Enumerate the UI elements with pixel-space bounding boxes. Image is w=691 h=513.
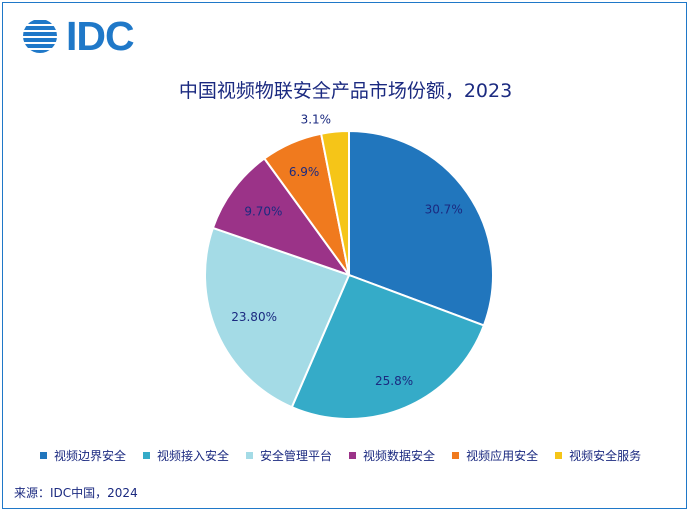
legend-item-platform: 安全管理平台: [246, 447, 332, 464]
pie-slice-edge: [348, 129, 494, 327]
pie-slice-access: [290, 273, 486, 420]
legend-swatch: [555, 452, 563, 459]
legend-swatch: [40, 452, 47, 459]
legend-item-access: 视频接入安全: [143, 447, 229, 464]
legend-label: 安全管理平台: [260, 449, 333, 463]
data-label-data: 9.70%: [244, 205, 282, 219]
data-label-edge: 30.7%: [425, 202, 463, 216]
legend-swatch: [452, 452, 460, 459]
idc-globe-icon: [23, 20, 57, 53]
legend-swatch: [246, 452, 254, 459]
pie-slice-data: [211, 157, 352, 277]
chart-title: 中国视频物联安全产品市场份额，2023: [178, 80, 513, 102]
pie-slice-platform: [204, 226, 351, 409]
legend-item-application: 视频应用安全: [452, 447, 538, 464]
legend-swatch: [349, 452, 357, 459]
legend-label: 视频接入安全: [157, 449, 230, 463]
legend-item-service: 视频安全服务: [555, 447, 641, 464]
legend-label: 视频应用安全: [466, 449, 539, 463]
data-label-service: 3.1%: [301, 113, 332, 127]
data-label-application: 6.9%: [289, 165, 320, 179]
source-note: 来源：IDC中国，2024: [14, 486, 138, 500]
logo-text: IDC: [66, 13, 135, 59]
legend-label: 视频边界安全: [54, 449, 127, 463]
legend-label: 视频安全服务: [569, 449, 642, 463]
chart-legend: 视频边界安全 视频接入安全 安全管理平台 视频数据安全 视频应用安全 视频安全服务: [40, 447, 680, 464]
data-label-platform: 23.80%: [231, 310, 277, 324]
legend-label: 视频数据安全: [363, 449, 436, 463]
legend-swatch: [143, 452, 151, 459]
pie-slice-service: [319, 129, 350, 276]
data-label-access: 25.8%: [375, 374, 413, 388]
legend-item-data: 视频数据安全: [349, 447, 435, 464]
legend-item-edge: 视频边界安全: [40, 447, 126, 464]
idc-logo: IDC: [20, 13, 135, 59]
